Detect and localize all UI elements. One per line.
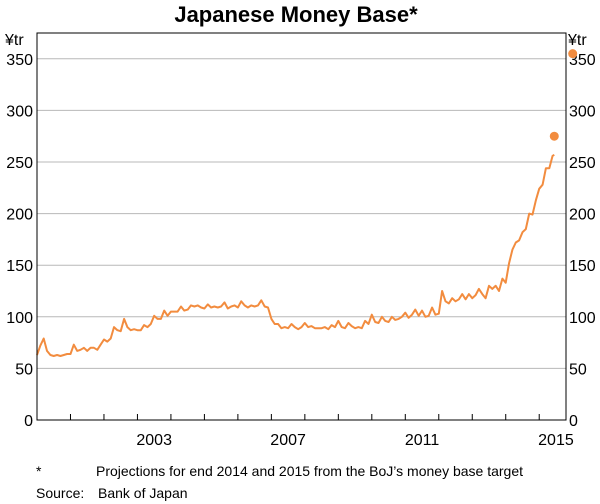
y-tick-label-right: 50 [569, 361, 587, 378]
y-tick-label-right: 300 [569, 103, 596, 120]
x-tick-label: 2007 [270, 432, 306, 449]
y-tick-label-right: 200 [569, 207, 596, 224]
chart-title: Japanese Money Base* [174, 2, 418, 27]
footnote: * Projections for end 2014 and 2015 from… [36, 460, 523, 482]
y-tick-label-right: 250 [569, 155, 596, 172]
y-axis-unit-left: ¥tr [4, 32, 24, 49]
source-line: Source: Bank of Japan [36, 482, 523, 504]
plot-frame [36, 32, 567, 421]
footnote-text: Projections for end 2014 and 2015 from t… [96, 463, 524, 479]
y-tick-label-right: 150 [569, 258, 596, 275]
y-tick-label-left: 100 [6, 310, 33, 327]
projection-layer [549, 49, 578, 141]
projection-point [549, 131, 559, 141]
x-tick-label: 2003 [136, 432, 172, 449]
series-layer [36, 153, 555, 357]
y-tick-label-right: 100 [569, 310, 596, 327]
x-axis-ticks: 2003 2007 2011 2015 [69, 414, 574, 449]
chart-notes: * Projections for end 2014 and 2015 from… [36, 460, 523, 504]
x-tick-label: 2015 [538, 432, 574, 449]
footnote-mark: * [36, 463, 42, 479]
y-tick-label-left: 200 [6, 207, 33, 224]
source-text: Bank of Japan [98, 485, 188, 501]
y-tick-label-left: 300 [6, 103, 33, 120]
y-tick-label-left: 250 [6, 155, 33, 172]
series-line [36, 153, 555, 357]
x-tick-label: 2011 [405, 432, 440, 449]
gridlines [37, 58, 566, 369]
y-tick-label-left: 150 [6, 258, 33, 275]
y-tick-label-left: 50 [15, 361, 33, 378]
y-axis-unit-right: ¥tr [567, 32, 587, 49]
projection-point [568, 49, 578, 59]
y-tick-label-left: 350 [6, 52, 33, 69]
source-label: Source: [36, 485, 85, 501]
y-tick-label-left: 0 [24, 413, 33, 430]
y-tick-label-right: 0 [569, 413, 578, 430]
